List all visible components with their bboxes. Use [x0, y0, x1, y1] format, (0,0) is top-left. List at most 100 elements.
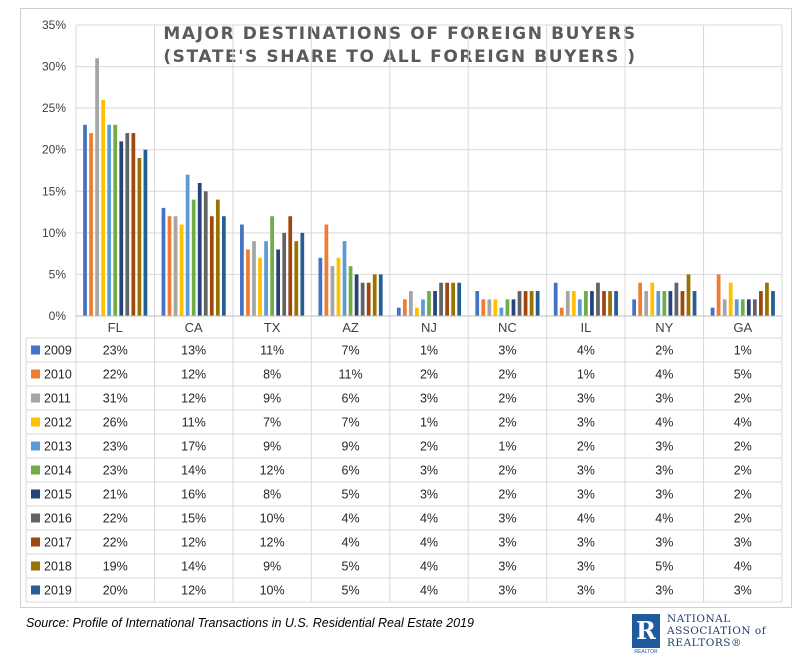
bar-FL-2012: [101, 99, 106, 316]
bar-NJ-2011: [409, 291, 413, 316]
x-tick-label: NC: [498, 320, 517, 335]
legend-label: 2015: [44, 488, 72, 502]
data-label: 14%: [181, 560, 206, 574]
bar-FL-2011: [95, 58, 99, 316]
bar-AZ-2011: [330, 266, 335, 316]
data-label: 12%: [181, 584, 206, 598]
x-tick-label: AZ: [342, 320, 359, 335]
data-label: 10%: [260, 584, 285, 598]
data-label: 3%: [498, 560, 516, 574]
data-label: 1%: [577, 368, 595, 382]
bar-AZ-2018: [372, 274, 377, 316]
data-label: 12%: [181, 368, 206, 382]
data-label: 4%: [420, 584, 438, 598]
data-label: 3%: [577, 560, 595, 574]
bar-CA-2015: [197, 182, 202, 316]
legend-key-2016: [31, 513, 40, 523]
bar-NY-2019: [692, 291, 697, 316]
bar-IL-2017: [602, 291, 606, 316]
bar-NY-2009: [632, 299, 637, 316]
bar-NC-2011: [487, 299, 492, 316]
data-label: 5%: [342, 584, 360, 598]
bar-AZ-2012: [336, 257, 341, 316]
logo-line-3: REALTORS®: [667, 637, 742, 649]
data-label: 1%: [734, 344, 752, 358]
legend-label: 2019: [44, 584, 72, 598]
data-label: 2%: [734, 440, 752, 454]
y-tick-label: 0%: [49, 309, 67, 323]
bar-GA-2018: [765, 282, 769, 316]
bar-FL-2017: [131, 133, 136, 316]
bar-FL-2010: [89, 133, 93, 316]
bar-IL-2019: [614, 291, 618, 316]
data-label: 5%: [734, 368, 752, 382]
bar-NY-2014: [662, 291, 667, 316]
chart-title: MAJOR DESTINATIONS OF FOREIGN BUYERS: [163, 24, 637, 44]
data-label: 2%: [655, 344, 673, 358]
bar-CA-2017: [209, 216, 214, 316]
bar-IL-2018: [608, 291, 612, 316]
legend-label: 2016: [44, 512, 72, 526]
data-label: 4%: [342, 536, 360, 550]
bar-IL-2009: [553, 282, 558, 316]
legend-key-2018: [31, 561, 40, 571]
legend-label: 2013: [44, 440, 72, 454]
bar-TX-2017: [288, 216, 293, 316]
data-label: 7%: [342, 416, 360, 430]
bar-NY-2018: [686, 274, 691, 316]
bar-NJ-2013: [421, 299, 425, 316]
bar-NC-2014: [505, 299, 510, 316]
legend-key-2019: [31, 585, 40, 595]
x-tick-label: IL: [580, 320, 591, 335]
data-label: 3%: [655, 536, 673, 550]
bar-NJ-2017: [445, 282, 449, 316]
data-label: 3%: [655, 584, 673, 598]
bar-IL-2012: [571, 291, 576, 316]
y-tick-label: 15%: [42, 184, 66, 198]
bar-FL-2014: [113, 124, 118, 317]
bar-IL-2013: [577, 299, 582, 316]
nar-logo: R REALTOR NATIONAL ASSOCIATION of REALTO…: [632, 611, 794, 657]
data-label: 14%: [181, 464, 206, 478]
data-label: 3%: [734, 584, 752, 598]
legend-key-2013: [31, 441, 40, 451]
bar-AZ-2015: [354, 274, 359, 316]
data-label: 2%: [498, 392, 516, 406]
bar-NY-2012: [650, 282, 655, 316]
bar-TX-2011: [252, 241, 256, 316]
data-label: 3%: [655, 464, 673, 478]
bar-NC-2019: [535, 291, 540, 316]
data-label: 11%: [260, 344, 284, 358]
data-label: 9%: [342, 440, 360, 454]
data-label: 3%: [498, 536, 516, 550]
data-label: 2%: [577, 440, 595, 454]
data-label: 5%: [655, 560, 673, 574]
legend-label: 2009: [44, 344, 72, 358]
data-label: 4%: [655, 512, 673, 526]
data-label: 4%: [734, 416, 752, 430]
bar-CA-2014: [191, 199, 196, 316]
bar-NC-2009: [475, 291, 480, 316]
y-tick-label: 25%: [42, 101, 66, 115]
bar-GA-2012: [728, 282, 733, 316]
data-label: 6%: [342, 464, 360, 478]
bar-FL-2018: [137, 158, 142, 316]
bar-GA-2015: [746, 299, 751, 316]
bar-FL-2009: [83, 124, 87, 317]
data-label: 3%: [655, 440, 673, 454]
bar-CA-2018: [215, 199, 220, 316]
data-label: 3%: [577, 488, 595, 502]
data-label: 19%: [103, 560, 128, 574]
bar-GA-2017: [759, 291, 763, 316]
y-tick-label: 20%: [42, 143, 66, 157]
data-label: 2%: [498, 488, 516, 502]
bar-NJ-2018: [451, 282, 456, 316]
bar-NJ-2016: [439, 282, 443, 316]
bar-TX-2013: [264, 241, 268, 316]
data-label: 4%: [655, 416, 673, 430]
bar-NY-2010: [638, 282, 643, 316]
data-label: 1%: [420, 344, 438, 358]
logo-mark-caption: REALTOR: [634, 649, 658, 655]
bar-IL-2015: [590, 291, 594, 316]
bar-NC-2010: [481, 299, 486, 316]
